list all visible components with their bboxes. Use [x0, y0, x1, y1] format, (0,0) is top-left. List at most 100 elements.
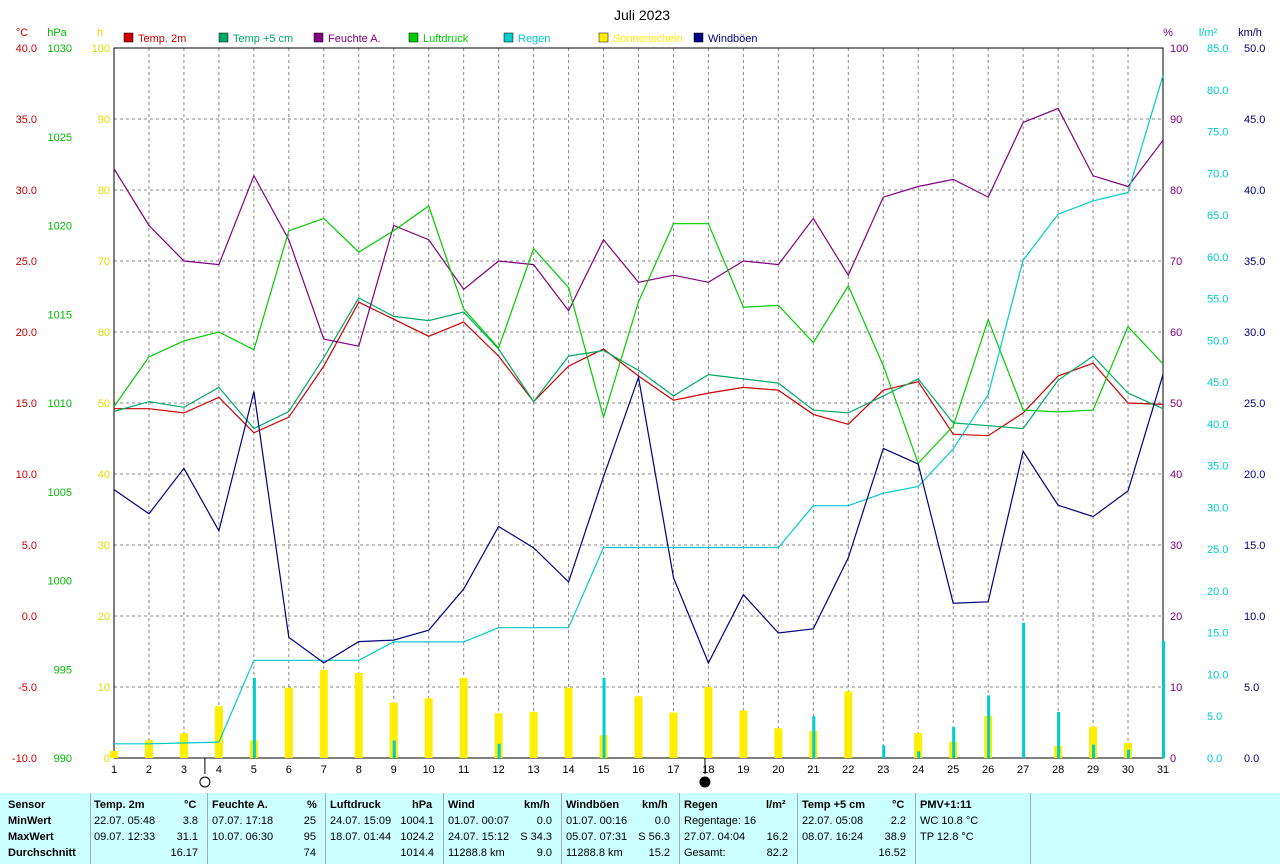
rain-tick-label: 25.0 [1207, 544, 1228, 556]
chart-title: Juli 2023 [614, 7, 670, 23]
legend-label: Windböen [708, 33, 758, 45]
stats-wind-title: Wind [448, 799, 475, 811]
stats-avg-label: Durchschnitt [8, 847, 76, 859]
x-tick-label: 19 [737, 764, 749, 776]
stats-temp2m-max-val: 31.1 [176, 831, 198, 843]
temp-tick-label: 35.0 [16, 114, 37, 126]
sunshine-bar [564, 687, 573, 758]
rain-tick-label: 50.0 [1207, 335, 1228, 347]
temp-tick-label: 15.0 [16, 398, 37, 410]
humidity-tick-label: 20 [1170, 611, 1182, 623]
stats-pressure-min-val: 1004.1 [400, 815, 434, 827]
x-tick-label: 24 [912, 764, 924, 776]
stats-rain-max-val: 16.2 [766, 831, 788, 843]
rain-bar [1092, 744, 1096, 758]
pressure-tick-label: 995 [54, 664, 72, 676]
rain-tick-label: 30.0 [1207, 502, 1228, 514]
temp-tick-label: 5.0 [22, 540, 37, 552]
rain-tick-label: 80.0 [1207, 85, 1228, 97]
stats-panel: Sensor MinWert MaxWert Durchschnitt Temp… [0, 793, 1280, 864]
legend-label: Luftdruck [423, 33, 469, 45]
stats-pmv-tp: TP 12.8 °C [920, 831, 974, 843]
pressure-tick-label: 990 [54, 753, 72, 765]
x-tick-label: 10 [423, 764, 435, 776]
x-tick-label: 3 [181, 764, 187, 776]
stats-temp2m-min-date: 22.07. 05:48 [94, 815, 156, 827]
x-tick-label: 13 [527, 764, 539, 776]
stats-temp5cm-max-date: 08.07. 16:24 [802, 831, 864, 843]
sunshine-bar [144, 740, 153, 758]
x-tick-label: 5 [251, 764, 257, 776]
pressure-tick-label: 1015 [48, 309, 72, 321]
rain-tick-label: 55.0 [1207, 294, 1228, 306]
wind-tick-label: 50.0 [1244, 43, 1265, 55]
legend-swatch [123, 32, 134, 43]
rain-bar [987, 695, 991, 758]
series-line-temp-5-cm [113, 297, 1164, 430]
stats-gusts-unit: km/h [642, 799, 668, 811]
stats-min-label: MinWert [8, 815, 52, 827]
sunshine-tick-label: 30 [98, 540, 110, 552]
wind-tick-label: 40.0 [1244, 185, 1265, 197]
rain-tick-label: 10.0 [1207, 669, 1228, 681]
rain-unit-label: l/m² [1199, 27, 1218, 39]
sunshine-bar [319, 669, 328, 758]
rain-bar [812, 716, 816, 758]
pressure-tick-label: 1005 [48, 487, 72, 499]
stats-humidity-avg: 74 [303, 847, 316, 859]
rain-bar [882, 745, 886, 758]
stats-pmv-col: PMV+1:11 WC 10.8 °C TP 12.8 °C [920, 793, 1020, 864]
pressure-unit-label: hPa [47, 27, 67, 39]
stats-temp5cm-col: Temp +5 cm °C 22.07. 05:08 2.2 08.07. 16… [802, 793, 910, 864]
rain-tick-label: 15.0 [1207, 628, 1228, 640]
new-moon-icon [699, 776, 711, 788]
x-tick-label: 2 [146, 764, 152, 776]
rain-tick-label: 70.0 [1207, 168, 1228, 180]
legend-swatch [693, 32, 704, 43]
stats-humidity-max-date: 10.07. 06:30 [212, 831, 274, 843]
x-tick-label: 26 [982, 764, 994, 776]
stats-gusts-title: Windböen [566, 799, 620, 811]
stats-gusts-max-val: S 56.3 [638, 831, 670, 843]
sunshine-bar [1089, 726, 1098, 758]
sunshine-tick-label: 20 [98, 611, 110, 623]
x-tick-label: 28 [1052, 764, 1064, 776]
series-line-windb-en [113, 374, 1164, 665]
sunshine-tick-label: 50 [98, 398, 110, 410]
stats-humidity-min-date: 07.07. 17:18 [212, 815, 274, 827]
sunshine-tick-label: 80 [98, 185, 110, 197]
stats-rain-title: Regen [684, 799, 718, 811]
temp-tick-label: 10.0 [16, 469, 37, 481]
rain-bar [952, 727, 956, 758]
rain-bar [1022, 622, 1026, 758]
stats-pmv-title: PMV+1:11 [920, 799, 972, 811]
temp-tick-label: -5.0 [18, 682, 37, 694]
sunshine-bar [529, 711, 538, 758]
stats-pressure-max-val: 1024.2 [400, 831, 434, 843]
humidity-unit-label: % [1163, 27, 1173, 39]
sunshine-bar [284, 687, 293, 758]
wind-tick-label: 0.0 [1244, 753, 1259, 765]
x-tick-label: 17 [667, 764, 679, 776]
rain-bar [252, 677, 256, 758]
sunshine-tick-label: 60 [98, 327, 110, 339]
humidity-tick-label: 50 [1170, 398, 1182, 410]
x-tick-label: 30 [1122, 764, 1134, 776]
temp-tick-label: 20.0 [16, 327, 37, 339]
x-tick-label: 18 [702, 764, 714, 776]
wind-tick-label: 10.0 [1244, 611, 1265, 623]
stats-temp2m-unit: °C [184, 799, 197, 811]
temp-unit-label: °C [16, 27, 28, 39]
sunshine-tick-label: 90 [98, 114, 110, 126]
x-tick-label: 8 [356, 764, 362, 776]
legend-swatch [218, 32, 229, 43]
stats-pressure-avg: 1014.4 [400, 847, 434, 859]
stats-temp5cm-min-date: 22.07. 05:08 [802, 815, 864, 827]
stats-temp5cm-max-val: 38.9 [884, 831, 906, 843]
wind-tick-label: 25.0 [1244, 398, 1265, 410]
stats-pressure-min-date: 24.07. 15:09 [330, 815, 392, 827]
stats-humidity-title: Feuchte A. [212, 799, 268, 811]
stats-humidity-min-val: 25 [303, 815, 316, 827]
legend: Temp. 2m Temp +5 cm Feuchte A. Luftdruck Reg… [123, 32, 758, 45]
pressure-tick-label: 1030 [48, 43, 72, 55]
